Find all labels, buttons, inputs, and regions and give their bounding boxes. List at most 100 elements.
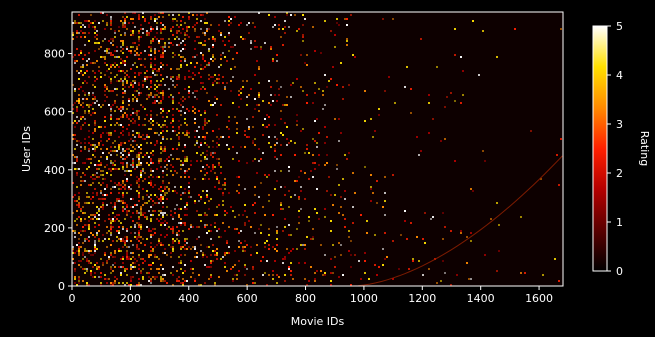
heatmap-cell	[132, 130, 134, 132]
heatmap-cell	[150, 50, 152, 52]
heatmap-cell	[120, 200, 122, 202]
heatmap-cell	[102, 132, 104, 134]
heatmap-cell	[314, 120, 316, 122]
heatmap-cell	[126, 206, 128, 208]
heatmap-cell	[96, 262, 98, 264]
heatmap-cell	[152, 154, 154, 156]
heatmap-cell	[470, 240, 472, 242]
heatmap-cell	[152, 234, 154, 236]
heatmap-cell	[222, 76, 224, 78]
heatmap-cell	[126, 114, 128, 116]
heatmap-cell	[286, 104, 288, 106]
heatmap-cell	[182, 246, 184, 248]
heatmap-cell	[96, 42, 98, 44]
heatmap-cell	[298, 176, 300, 178]
heatmap-cell	[110, 266, 112, 268]
heatmap-cell	[94, 244, 96, 246]
heatmap-cell	[98, 214, 100, 216]
heatmap-cell	[444, 138, 446, 140]
heatmap-cell	[162, 198, 164, 200]
heatmap-cell	[152, 120, 154, 122]
heatmap-cell	[156, 168, 158, 170]
heatmap-cell	[162, 28, 164, 30]
heatmap-cell	[162, 98, 164, 100]
heatmap-cell	[122, 166, 124, 168]
heatmap-cell	[180, 194, 182, 196]
heatmap-cell	[154, 58, 156, 60]
heatmap-cell	[166, 112, 168, 114]
heatmap-cell	[176, 172, 178, 174]
heatmap-cell	[72, 262, 74, 264]
heatmap-cell	[158, 50, 160, 52]
heatmap-cell	[110, 90, 112, 92]
heatmap-cell	[148, 54, 150, 56]
heatmap-cell	[94, 188, 96, 190]
heatmap-cell	[154, 228, 156, 230]
heatmap-cell	[312, 26, 314, 28]
heatmap-cell	[130, 18, 132, 20]
heatmap-cell	[208, 64, 210, 66]
heatmap-cell	[302, 90, 304, 92]
heatmap-cell	[178, 128, 180, 130]
heatmap-cell	[150, 54, 152, 56]
heatmap-cell	[212, 60, 214, 62]
heatmap-cell	[346, 24, 348, 26]
heatmap-cell	[406, 66, 408, 68]
heatmap-cell	[88, 216, 90, 218]
heatmap-cell	[276, 158, 278, 160]
heatmap-cell	[212, 140, 214, 142]
heatmap-cell	[138, 222, 140, 224]
heatmap-cell	[156, 94, 158, 96]
heatmap-cell	[258, 68, 260, 70]
heatmap-cell	[104, 166, 106, 168]
heatmap-cell	[130, 188, 132, 190]
heatmap-cell	[216, 206, 218, 208]
heatmap-cell	[198, 214, 200, 216]
heatmap-cell	[174, 212, 176, 214]
heatmap-cell	[294, 14, 296, 16]
heatmap-cell	[212, 164, 214, 166]
heatmap-cell	[256, 104, 258, 106]
heatmap-cell	[108, 214, 110, 216]
heatmap-cell	[180, 114, 182, 116]
heatmap-cell	[312, 102, 314, 104]
heatmap-cell	[208, 120, 210, 122]
heatmap-cell	[246, 136, 248, 138]
heatmap-cell	[174, 18, 176, 20]
heatmap-cell	[72, 122, 74, 124]
heatmap-cell	[206, 132, 208, 134]
heatmap-cell	[172, 96, 174, 98]
heatmap-cell	[158, 102, 160, 104]
heatmap-cell	[352, 206, 354, 208]
heatmap-cell	[276, 180, 278, 182]
heatmap-cell	[142, 278, 144, 280]
heatmap-cell	[76, 284, 78, 286]
heatmap-cell	[180, 218, 182, 220]
heatmap-cell	[240, 22, 242, 24]
heatmap-cell	[74, 126, 76, 128]
heatmap-cell	[166, 126, 168, 128]
heatmap-cell	[232, 146, 234, 148]
heatmap-cell	[270, 146, 272, 148]
heatmap-cell	[132, 32, 134, 34]
heatmap-cell	[92, 22, 94, 24]
heatmap-cell	[142, 168, 144, 170]
heatmap-cell	[218, 182, 220, 184]
heatmap-cell	[156, 122, 158, 124]
heatmap-cell	[94, 264, 96, 266]
heatmap-cell	[76, 204, 78, 206]
heatmap-cell	[110, 272, 112, 274]
heatmap-cell	[152, 96, 154, 98]
heatmap-cell	[182, 96, 184, 98]
heatmap-cell	[450, 230, 452, 232]
heatmap-cell	[126, 240, 128, 242]
heatmap-cell	[122, 70, 124, 72]
heatmap-cell	[278, 24, 280, 26]
heatmap-cell	[162, 148, 164, 150]
heatmap-cell	[150, 26, 152, 28]
heatmap-cell	[178, 126, 180, 128]
heatmap-cell	[184, 144, 186, 146]
heatmap-cell	[150, 152, 152, 154]
heatmap-cell	[132, 112, 134, 114]
heatmap-cell	[178, 234, 180, 236]
